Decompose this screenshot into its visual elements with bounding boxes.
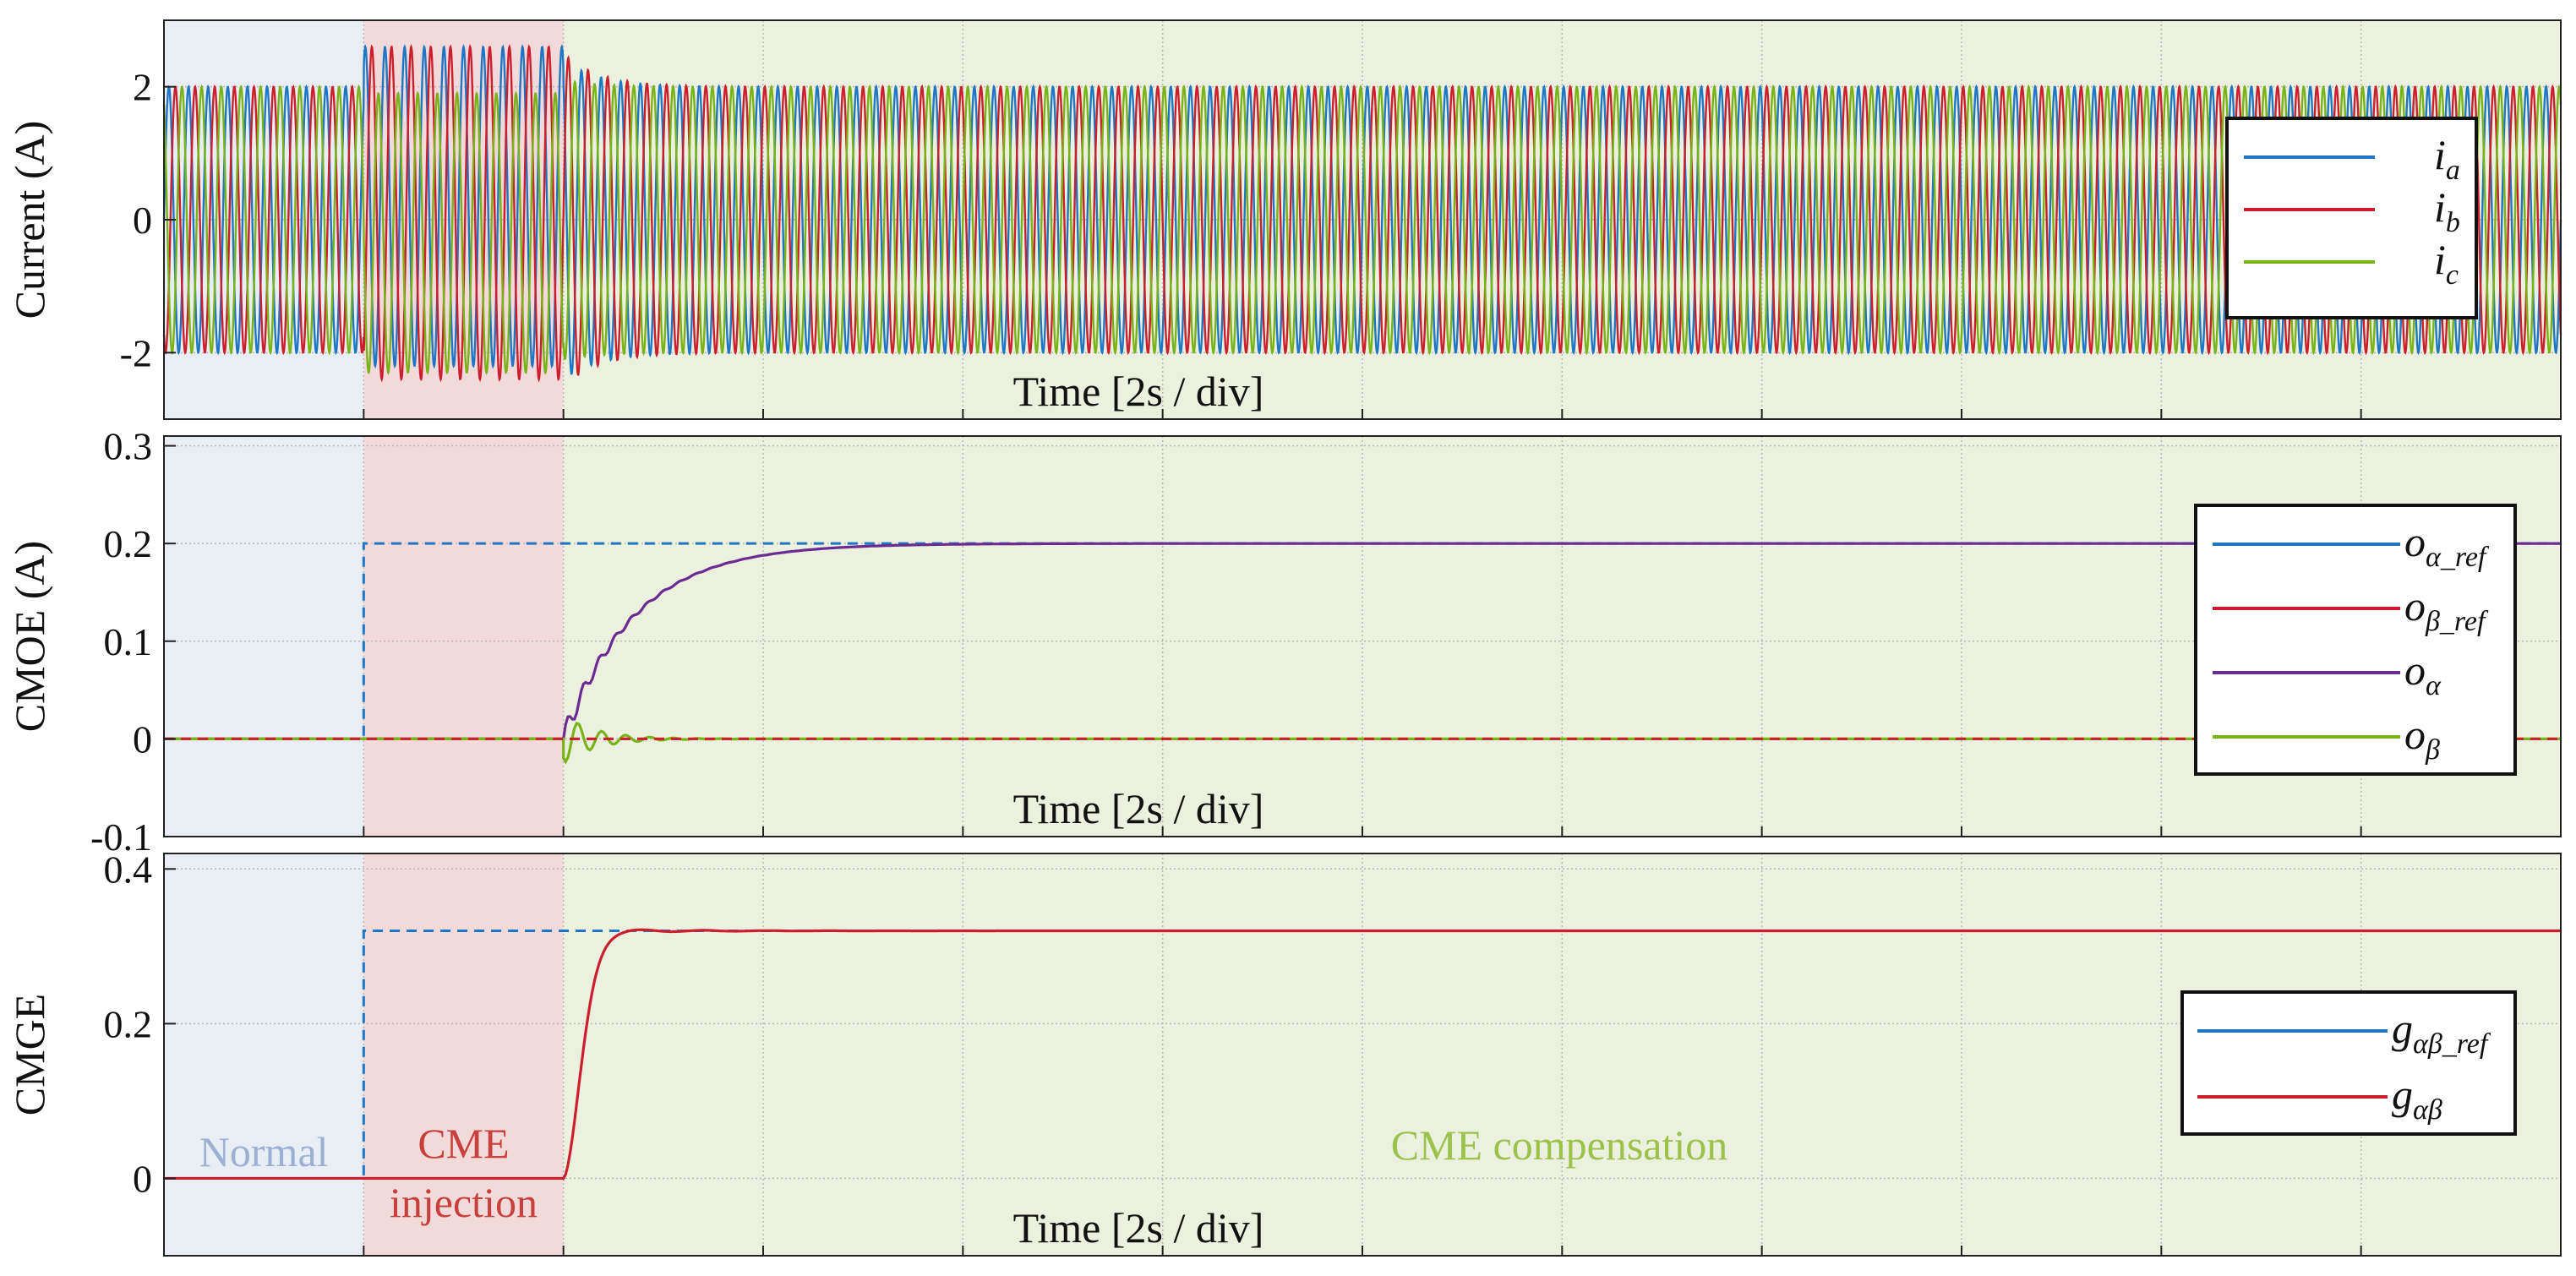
legend-label-oα: oα (2404, 646, 2442, 701)
series-layer (164, 928, 2561, 1181)
legend-label-sub: β_ref (2425, 606, 2489, 637)
y-tick-label: 0 (133, 1157, 152, 1200)
region-label-injection-line1: CME (418, 1120, 509, 1167)
legend-box (2225, 117, 2478, 319)
y-tick-label: 2 (133, 66, 152, 109)
series-line-ic (162, 79, 2562, 376)
legend-label-main: o (2404, 711, 2426, 758)
region-normal-bg (164, 853, 364, 1256)
legend-label-sub: αβ_ref (2413, 1028, 2491, 1060)
legend-label-main: i (2434, 131, 2446, 178)
series-line-ia (162, 43, 2562, 375)
legend-label-sub: α_ref (2426, 542, 2490, 573)
legend-label-oα_ref: oα_ref (2404, 518, 2490, 573)
legend-label-main: o (2404, 646, 2426, 694)
y-tick-label: 0 (133, 717, 152, 761)
legend-label-main: o (2404, 582, 2426, 630)
region-normal-bg (164, 436, 364, 837)
legend-label-sub: β (2425, 734, 2440, 766)
y-tick-label: 0.3 (104, 425, 153, 468)
y-tick-label: -0.1 (90, 815, 152, 859)
legend-label-main: i (2434, 236, 2446, 283)
legend-label-main: o (2404, 518, 2426, 565)
x-axis-label: Time [2s / div] (1013, 368, 1264, 415)
legend-label-ic: ic (2434, 236, 2459, 291)
region-label-injection-line2: injection (390, 1179, 538, 1226)
y-tick-label: -2 (120, 331, 152, 374)
legend-label-gαβ: gαβ (2392, 1071, 2442, 1126)
y-tick-label: 0 (133, 199, 152, 242)
legend-label-sub: α (2426, 670, 2442, 701)
legend-label-ib: ib (2434, 183, 2460, 238)
legend-box (2180, 990, 2517, 1136)
region-injection-bg (363, 853, 564, 1256)
y-tick-label: 0.2 (104, 1002, 153, 1045)
y-tick-label: 0.4 (104, 848, 153, 891)
legend-label-sub: c (2446, 259, 2459, 291)
y-axis-label: CMGE (6, 994, 53, 1115)
region-injection-bg (363, 436, 564, 837)
x-axis-label: Time [2s / div] (1013, 1204, 1264, 1251)
series-line-ib (162, 43, 2562, 383)
series-layer (162, 43, 2562, 383)
legend-box (2194, 504, 2517, 776)
region-label-compensation: CME compensation (1391, 1121, 1728, 1169)
y-tick-label: 0.2 (104, 522, 153, 565)
series-line-gαβ (164, 928, 2561, 1181)
legend-label-sub: αβ (2413, 1094, 2442, 1126)
legend-label-main: g (2392, 1005, 2413, 1052)
y-axis-label: Current (A) (6, 121, 53, 319)
legend-label-oβ: oβ (2404, 711, 2440, 766)
legend-label-sub: b (2446, 207, 2460, 238)
y-axis-label: CMOE (A) (6, 541, 53, 732)
region-label-normal: Normal (199, 1128, 329, 1175)
region-annotations: Normal CME injection CME compensation (199, 1120, 1727, 1226)
legend-label-main: i (2434, 183, 2446, 231)
x-axis-label: Time [2s / div] (1013, 785, 1264, 832)
legend-label-gαβ_ref: gαβ_ref (2392, 1005, 2491, 1060)
y-tick-label: 0.1 (104, 620, 153, 663)
legend-label-ia: ia (2434, 131, 2460, 186)
legend-label-oβ_ref: oβ_ref (2404, 582, 2489, 637)
legend-label-main: g (2392, 1071, 2413, 1118)
legend-label-sub: a (2446, 155, 2460, 186)
